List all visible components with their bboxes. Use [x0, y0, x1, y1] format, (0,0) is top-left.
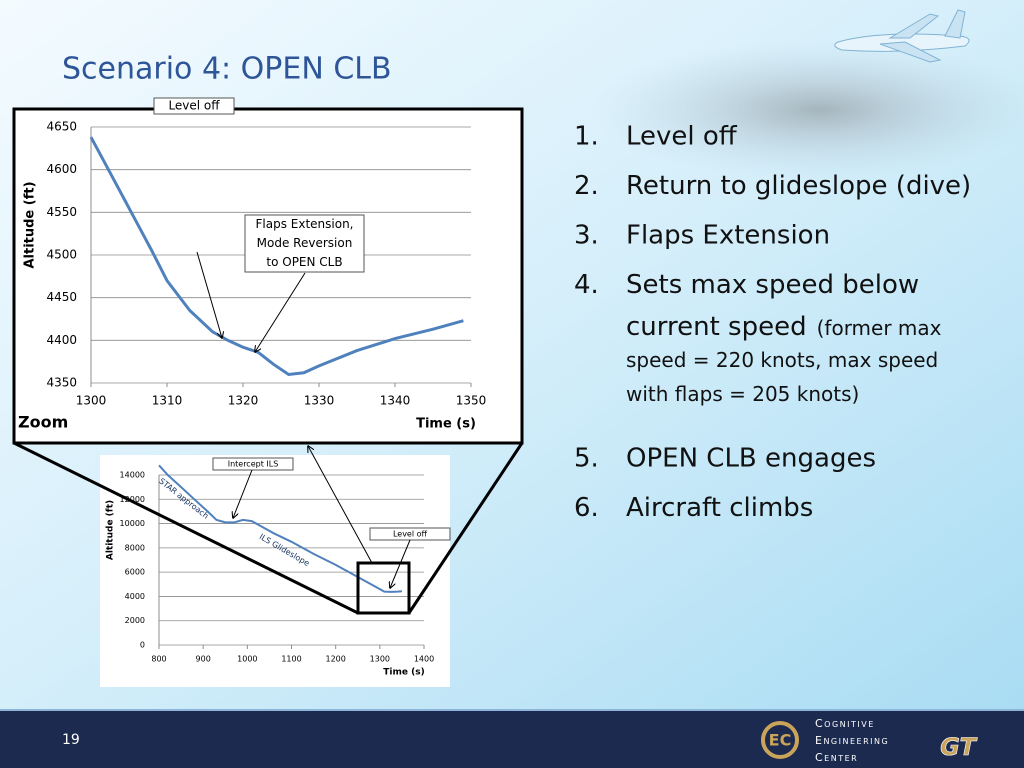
zoom-box [356, 561, 411, 615]
annotation-arrow [196, 251, 222, 338]
list-text: Aircraft climbs [626, 493, 813, 523]
list-text: OPEN CLB engages [626, 444, 876, 474]
list-number: 2. [574, 171, 599, 201]
annotation-box [212, 457, 294, 471]
zoom-connector [13, 441, 359, 615]
y-tick-label: 14000 [120, 471, 145, 480]
footer-rule [0, 709, 1024, 711]
annotation-box [244, 214, 365, 273]
logo-text: Cognitive [815, 717, 875, 730]
list-number: 5. [574, 444, 599, 474]
y-tick-label: 4400 [46, 333, 77, 347]
x-tick-label: 1340 [380, 394, 411, 408]
x-tick-label: 1330 [304, 394, 335, 408]
y-tick-label: 6000 [125, 568, 145, 577]
x-tick-label: 1100 [281, 655, 301, 664]
list-number: 3. [574, 221, 599, 251]
data-line [89, 136, 464, 377]
svg-text:EC: EC [769, 731, 792, 750]
list-note: (former max [817, 316, 942, 340]
list-note: with flaps = 205 knots) [626, 382, 859, 406]
zoom-arrow [308, 446, 373, 564]
y-tick-label: 8000 [125, 543, 145, 552]
footer-bar [0, 710, 1024, 768]
y-tick-label: 12000 [120, 495, 145, 504]
annotation-text: Level off [168, 99, 220, 113]
zoom-connector [407, 442, 524, 614]
y-tick-label: 4450 [46, 290, 77, 304]
x-tick-label: 1000 [237, 655, 257, 664]
x-tick-label: 1400 [414, 655, 434, 664]
gt-logo: GT [940, 733, 977, 761]
logo-text: Center [815, 751, 858, 764]
annotation-arrow [233, 469, 253, 518]
x-tick-label: 1300 [76, 394, 107, 408]
annotation-text: Intercept ILS [228, 460, 279, 469]
x-tick-label: 1300 [370, 655, 390, 664]
x-axis-label: Time (s) [416, 417, 476, 432]
annotation-box [153, 97, 235, 115]
list-number: 6. [574, 493, 599, 523]
x-tick-label: 1350 [456, 394, 487, 408]
list-number: 4. [574, 270, 599, 300]
x-tick-label: 1200 [325, 655, 345, 664]
x-tick-label: 1310 [152, 394, 183, 408]
y-tick-label: 4000 [125, 592, 145, 601]
list-text: current speed [626, 312, 807, 342]
y-tick-label: 4600 [46, 162, 77, 176]
cloud [590, 40, 1024, 180]
x-tick-label: 900 [196, 655, 211, 664]
list-number: 1. [574, 122, 599, 152]
list-text: Flaps Extension [626, 221, 830, 251]
data-line [158, 464, 402, 593]
airplane [834, 9, 970, 63]
y-tick-label: 4350 [46, 376, 77, 390]
chart: 4350 4400 4450 4500 4550 4600 4650 1300 1310 1320… [23, 97, 487, 432]
y-tick-label: 4550 [46, 205, 77, 219]
y-tick-label: 4500 [46, 248, 77, 262]
zoom-frame [12, 107, 524, 445]
y-axis-label: Altitude (ft) [106, 500, 116, 560]
zoom-label: Zoom [18, 413, 68, 432]
annotation-text: Flaps Extension, [256, 217, 354, 231]
y-axis-label: Altitude (ft) [23, 181, 38, 268]
slide-title: Scenario 4: OPEN CLB [62, 52, 392, 87]
annotation-text: Mode Reversion [257, 236, 353, 250]
y-tick-label: 10000 [120, 519, 145, 528]
x-axis-label: Time (s) [383, 668, 424, 678]
page-number: 19 [62, 732, 80, 748]
logo-mark: EC [761, 721, 799, 759]
annotation-arrow [255, 272, 306, 352]
list-text: Return to glideslope (dive) [626, 171, 971, 201]
x-tick-label: 1320 [228, 394, 259, 408]
logo-text: Engineering [815, 734, 889, 747]
list-text: Level off [626, 122, 738, 152]
annotation-text: to OPEN CLB [266, 255, 342, 269]
y-tick-label: 4650 [46, 120, 77, 134]
annotation-text: Level off [393, 530, 428, 539]
y-tick-label: 0 [140, 641, 145, 650]
y-tick-label: 2000 [125, 616, 145, 625]
list-text: Sets max speed below [626, 270, 919, 300]
x-tick-label: 800 [151, 655, 166, 664]
list-note: speed = 220 knots, max speed [626, 348, 938, 372]
